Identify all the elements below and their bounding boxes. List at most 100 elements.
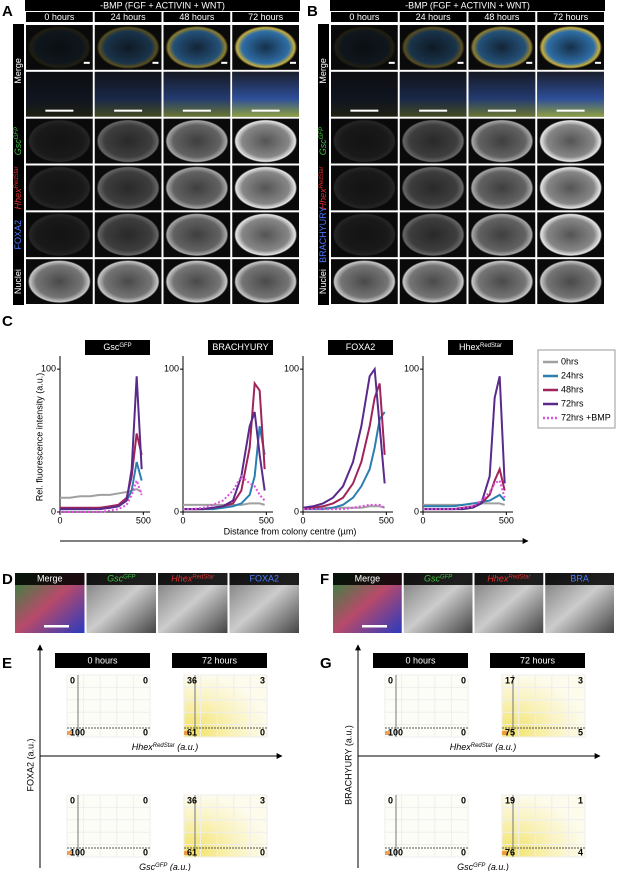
tile-label-bar [403,573,473,585]
label-sup: GFP [119,343,131,349]
quadrant-count: 0 [260,727,265,737]
quadrant-count: 0 [388,675,393,685]
colony-image [234,260,297,304]
label-text: Merge [13,58,23,84]
label: Nuclei [13,269,23,294]
label-sup: RedStar [508,574,531,580]
x-tick-label: 0 [300,515,305,525]
scale-bar [487,109,516,112]
quadrant-count: 76 [505,847,515,857]
column-label: 72 hours [520,655,556,665]
label: GscGFP [103,342,131,352]
colony-image [539,166,602,210]
profile-line [183,426,266,511]
quadrant-count: 0 [70,675,75,685]
profile-line [183,502,265,506]
plot-title-bar [85,340,150,355]
colony-image [96,166,160,210]
scale-bar [350,109,379,112]
cell-cluster [385,731,390,735]
label-text: Hhex [171,574,193,584]
profile-line [303,503,386,511]
label-text: Hhex [450,742,472,752]
legend-label: 0hrs [561,356,579,366]
profile-line [303,411,386,511]
legend-label: 72hrs [561,398,584,408]
label: HhexRedStar (a.u.) [450,742,517,752]
label-sup: GFP [473,863,485,869]
quadrant-count: 3 [260,675,265,685]
profile-line [60,477,143,513]
label-sup: RedStar [192,574,215,580]
colony-image [539,119,602,163]
label: GscGFP [424,574,452,584]
label: BRA [570,574,589,584]
x-tick-label: 0 [57,515,62,525]
label-sup: GFP [155,863,167,869]
quadrant-count: 0 [461,727,466,737]
quadrant-count: 36 [187,795,197,805]
colony-image [234,213,297,257]
cell-cluster [502,731,507,735]
colony-image [470,213,534,257]
scale-bar [290,61,296,64]
label-sup: GFP [123,574,135,580]
colony-image [333,166,396,210]
scatter-area [501,674,586,738]
cell-cluster [385,851,390,855]
colony-image [165,166,229,210]
scatter-area [183,794,268,858]
label-text: FOXA2 [249,574,279,584]
y-tick-label: 100 [284,364,299,374]
scatter-area [183,674,268,738]
quadrant-count: 0 [461,675,466,685]
label-text: Merge [355,574,381,584]
colony-image [539,26,602,69]
label-unit: (a.u.) [175,742,199,752]
profile-line [183,411,266,511]
y-axis-label: BRACHYURY (a.u.) [343,725,353,805]
label: GscGFP (a.u.) [139,862,191,871]
label-sup: GFP [440,574,452,580]
label-text: Merge [37,574,63,584]
panel-letter: F [320,571,329,588]
column-label: 0 hours [87,655,118,665]
label-sup: RedStar [471,743,494,749]
panel-letter: E [2,655,12,672]
zoom-image [537,71,604,117]
column-label: 0 hours [44,12,75,22]
tile-label-bar [545,573,614,585]
quadrant-count: 0 [143,727,148,737]
cell-cluster [502,851,507,855]
panel-letter: G [320,655,332,672]
colony-image [96,260,160,304]
label: GscGFP [318,127,328,155]
label: HhexRedStar [318,165,328,209]
colony-image [96,213,160,257]
tile-label-bar [158,573,228,585]
label-text: Hhex [13,188,23,210]
profile-line [60,433,143,509]
scale-bar [182,109,211,112]
label: FOXA2 [13,220,23,250]
quadrant-count: 0 [143,795,148,805]
label: HhexRedStar [459,342,502,352]
label: Merge [37,574,63,584]
label-text: Nuclei [318,269,328,294]
scale-bar [526,61,533,64]
colony-image [470,26,534,69]
scatter-area [501,794,586,858]
header: -BMP (FGF + ACTIVIN + WNT) [405,0,530,10]
label: HhexRedStar (a.u.) [132,742,199,752]
label-text: Hhex [459,342,481,352]
colony-image [28,260,91,304]
quadrant-count: 0 [143,675,148,685]
column-bar [373,653,468,668]
colony-image [234,166,297,210]
colony-image [401,26,465,69]
label: GscGFP [13,127,23,155]
tile-label-bar [86,573,156,585]
column-label: 24 hours [416,12,452,22]
colony-image [333,213,396,257]
scale-bar [388,61,395,64]
